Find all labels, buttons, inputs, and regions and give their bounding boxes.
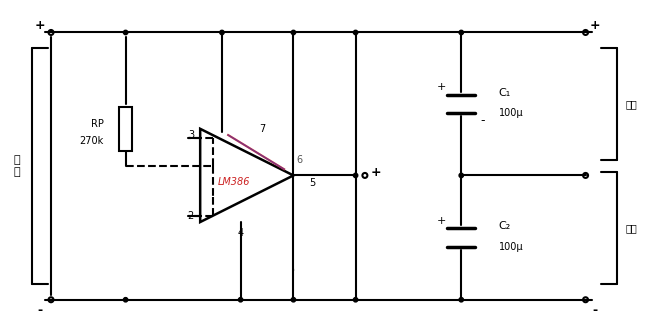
Circle shape <box>238 298 243 302</box>
Text: -: - <box>37 304 42 318</box>
Text: 2: 2 <box>188 211 194 221</box>
Text: +: + <box>589 19 600 32</box>
Text: 7: 7 <box>259 124 265 134</box>
Text: 100μ: 100μ <box>498 242 523 252</box>
Circle shape <box>459 298 463 302</box>
Circle shape <box>220 30 224 35</box>
Text: C₂: C₂ <box>498 221 511 231</box>
Text: 4: 4 <box>238 228 243 238</box>
Text: 3: 3 <box>188 130 194 140</box>
Text: LM386: LM386 <box>218 177 251 187</box>
Text: 100μ: 100μ <box>498 108 523 118</box>
Text: 输出: 输出 <box>626 99 638 109</box>
Text: +: + <box>437 82 446 92</box>
Circle shape <box>291 30 295 35</box>
Circle shape <box>123 30 128 35</box>
Circle shape <box>291 298 295 302</box>
Text: -: - <box>481 114 485 127</box>
Text: 输出: 输出 <box>626 223 638 233</box>
Text: ·: · <box>290 262 297 281</box>
Text: -: - <box>593 304 598 318</box>
Text: +: + <box>34 19 45 32</box>
Circle shape <box>459 30 463 35</box>
Text: +: + <box>437 216 446 226</box>
Text: 270k: 270k <box>80 136 104 146</box>
Text: C₁: C₁ <box>498 88 511 98</box>
FancyBboxPatch shape <box>119 107 132 151</box>
Text: 5: 5 <box>309 178 315 188</box>
Circle shape <box>354 30 358 35</box>
Circle shape <box>459 173 463 178</box>
Circle shape <box>354 173 358 178</box>
Circle shape <box>123 298 128 302</box>
Text: +: + <box>370 166 381 179</box>
Text: 输
入: 输 入 <box>14 155 20 177</box>
Circle shape <box>354 298 358 302</box>
Text: RP: RP <box>91 119 104 129</box>
Text: 6: 6 <box>297 155 302 165</box>
